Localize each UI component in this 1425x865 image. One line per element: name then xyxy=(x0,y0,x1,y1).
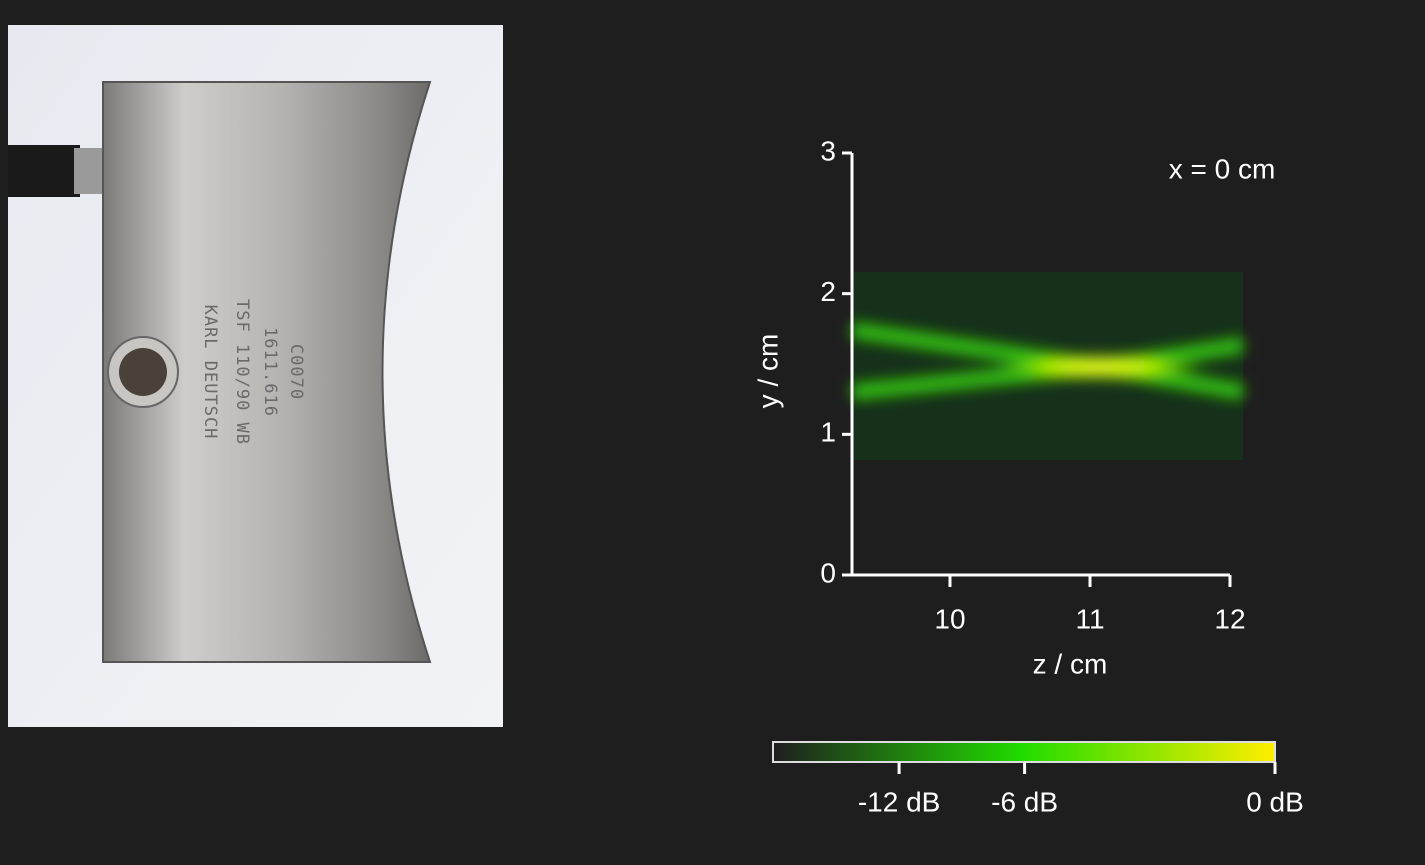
annotation: x = 0 cm xyxy=(1169,153,1276,184)
page: KARL DEUTSCH TSF 110/90 WB 1611.616 C007… xyxy=(0,0,1425,865)
figure: KARL DEUTSCH TSF 110/90 WB 1611.616 C007… xyxy=(0,0,1425,865)
engraving: 1611.616 xyxy=(260,327,280,417)
cable xyxy=(8,145,80,197)
connector xyxy=(74,148,104,194)
x-axis-label: z / cm xyxy=(1033,648,1108,679)
y-tick-label: 2 xyxy=(820,276,836,307)
x-tick-label: 12 xyxy=(1214,603,1245,634)
y-tick-label: 3 xyxy=(820,135,836,166)
y-tick-label: 1 xyxy=(820,417,836,448)
x-tick-label: 11 xyxy=(1075,603,1104,634)
colorbar xyxy=(773,742,1275,762)
engraving: TSF 110/90 WB xyxy=(232,299,252,445)
colorbar-tick-label: -12 dB xyxy=(858,786,941,817)
engraving: KARL DEUTSCH xyxy=(200,305,220,440)
colorbar-tick-label: 0 dB xyxy=(1246,786,1304,817)
x-tick-label: 10 xyxy=(934,603,965,634)
y-axis-label: y / cm xyxy=(752,334,783,409)
y-tick-label: 0 xyxy=(820,557,836,588)
mount-hole xyxy=(119,348,167,396)
photo: KARL DEUTSCH TSF 110/90 WB 1611.616 C007… xyxy=(8,25,503,727)
colorbar-tick-label: -6 dB xyxy=(991,786,1058,817)
beam-focus xyxy=(990,353,1210,381)
beam-map xyxy=(852,272,1243,460)
engraving: C0070 xyxy=(286,344,306,400)
